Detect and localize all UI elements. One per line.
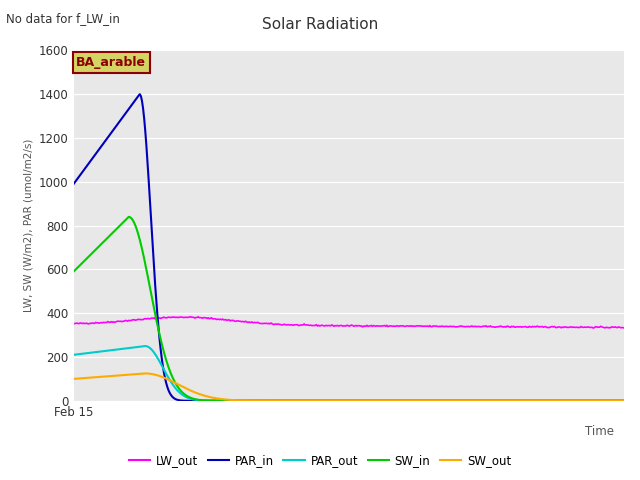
Text: BA_arable: BA_arable [76,56,147,69]
Text: No data for f_LW_in: No data for f_LW_in [6,12,120,25]
Legend: LW_out, PAR_in, PAR_out, SW_in, SW_out: LW_out, PAR_in, PAR_out, SW_in, SW_out [124,449,516,472]
Text: Time: Time [586,425,614,438]
Text: Solar Radiation: Solar Radiation [262,17,378,32]
Y-axis label: LW, SW (W/m2), PAR (umol/m2/s): LW, SW (W/m2), PAR (umol/m2/s) [24,139,33,312]
